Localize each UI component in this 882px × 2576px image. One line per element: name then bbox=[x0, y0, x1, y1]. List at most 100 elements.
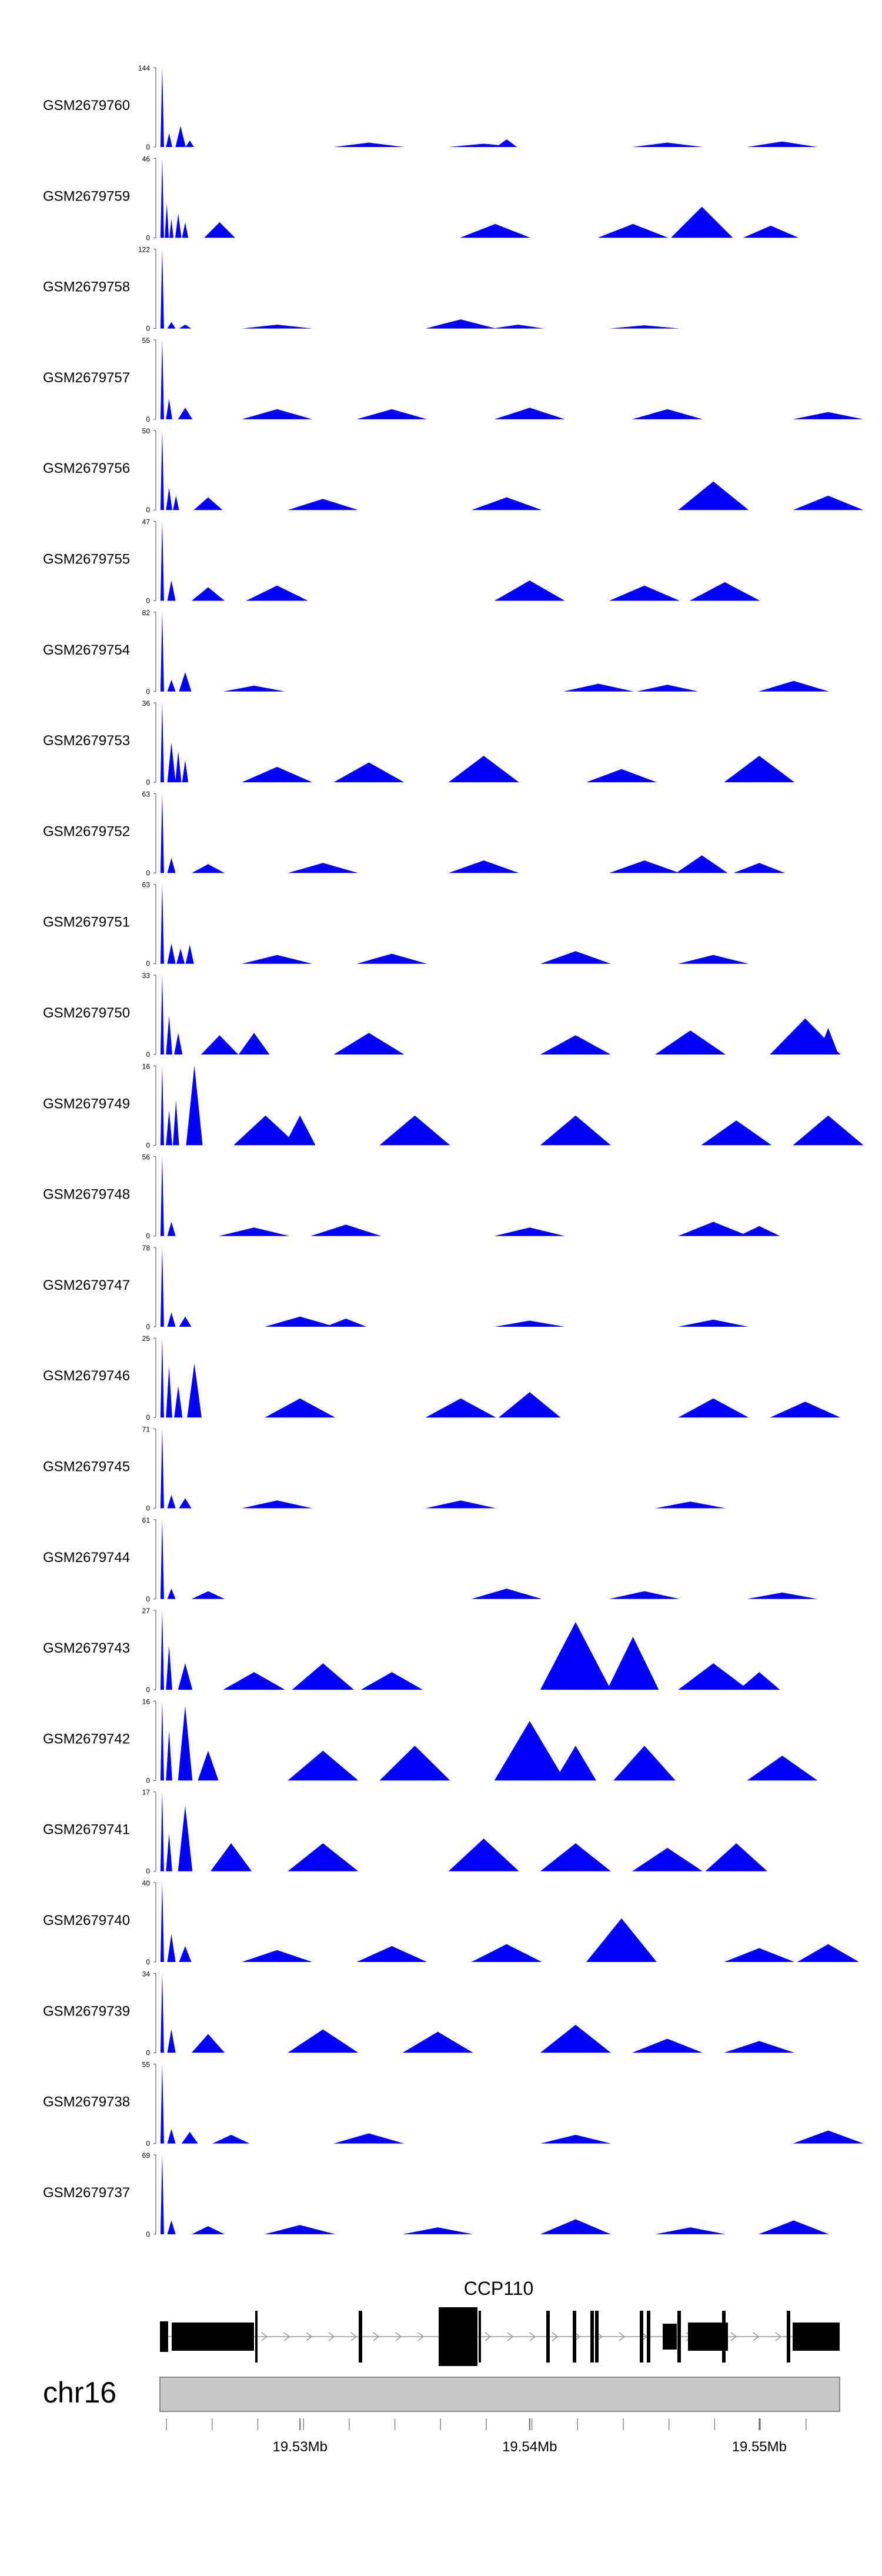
track-sample-label: GSM2679753 bbox=[43, 733, 130, 749]
track-ymin-label: 0 bbox=[146, 688, 150, 696]
coverage-track: GSM2679759 46 0 bbox=[43, 155, 840, 242]
coverage-area bbox=[160, 158, 840, 238]
coverage-track: GSM2679753 36 0 bbox=[43, 699, 840, 786]
strand-arrow bbox=[261, 2332, 268, 2341]
track-sample-label: GSM2679752 bbox=[43, 823, 130, 839]
coverage-track: GSM2679746 25 0 bbox=[43, 1334, 841, 1422]
track-sample-label: GSM2679760 bbox=[43, 98, 130, 114]
coverage-track: GSM2679750 33 0 bbox=[43, 972, 841, 1059]
coverage-area bbox=[160, 1156, 840, 1236]
track-sample-label: GSM2679740 bbox=[43, 1913, 130, 1928]
track-sample-label: GSM2679747 bbox=[43, 1277, 130, 1293]
strand-arrow bbox=[485, 2332, 492, 2341]
coverage-track: GSM2679751 63 0 bbox=[43, 881, 840, 968]
track-ymax-label: 34 bbox=[142, 1970, 151, 1978]
track-sample-label: GSM2679739 bbox=[43, 2003, 130, 2019]
track-ymax-label: 40 bbox=[142, 1879, 151, 1887]
strand-arrow bbox=[283, 2332, 290, 2341]
track-ymax-label: 63 bbox=[142, 790, 151, 798]
gene-name-label: CCP110 bbox=[464, 2278, 534, 2299]
track-sample-label: GSM2679746 bbox=[43, 1368, 130, 1384]
gene-exon bbox=[172, 2323, 254, 2351]
gene-exon bbox=[546, 2311, 550, 2363]
coverage-area bbox=[160, 1519, 840, 1599]
axis-tick-label: 19.55Mb bbox=[732, 2439, 787, 2455]
coverage-track: GSM2679748 56 0 bbox=[43, 1153, 840, 1240]
chromosome-band bbox=[159, 2377, 840, 2412]
track-ymax-label: 61 bbox=[142, 1516, 151, 1524]
track-ymax-label: 122 bbox=[138, 246, 150, 254]
strand-arrow bbox=[373, 2332, 380, 2341]
track-sample-label: GSM2679749 bbox=[43, 1096, 130, 1112]
coverage-area bbox=[160, 1247, 840, 1327]
track-sample-label: GSM2679754 bbox=[43, 642, 130, 658]
track-ymax-label: 25 bbox=[142, 1334, 151, 1343]
track-ymax-label: 55 bbox=[142, 336, 151, 345]
gene-exon bbox=[663, 2324, 677, 2350]
coverage-area bbox=[160, 1883, 860, 1962]
track-ymin-label: 0 bbox=[146, 1776, 150, 1784]
track-ymin-label: 0 bbox=[146, 1504, 150, 1513]
track-ymin-label: 0 bbox=[146, 1867, 150, 1876]
coverage-track: GSM2679740 40 0 bbox=[43, 1879, 860, 1966]
track-ymax-label: 46 bbox=[142, 155, 151, 163]
strand-arrow bbox=[730, 2332, 737, 2341]
track-ymax-label: 47 bbox=[142, 518, 151, 526]
coverage-area bbox=[160, 339, 864, 419]
track-ymax-label: 144 bbox=[138, 64, 150, 72]
track-ymin-label: 0 bbox=[146, 869, 150, 877]
track-ymin-label: 0 bbox=[146, 1413, 150, 1422]
gene-exon bbox=[787, 2311, 790, 2363]
track-sample-label: GSM2679737 bbox=[43, 2185, 130, 2201]
coverage-area bbox=[160, 793, 840, 873]
track-ymax-label: 27 bbox=[142, 1607, 151, 1615]
coverage-area bbox=[160, 703, 840, 783]
track-ymax-label: 71 bbox=[142, 1426, 151, 1434]
track-ymin-label: 0 bbox=[146, 1050, 150, 1059]
strand-arrow bbox=[328, 2332, 335, 2341]
track-ymin-label: 0 bbox=[146, 2140, 150, 2148]
track-sample-label: GSM2679751 bbox=[43, 915, 130, 930]
coverage-track: GSM2679760 144 0 bbox=[43, 64, 840, 151]
coverage-area bbox=[160, 1791, 840, 1871]
strand-arrow bbox=[753, 2332, 760, 2341]
strand-arrow bbox=[775, 2332, 782, 2341]
axis-tick-label: 19.53Mb bbox=[273, 2439, 328, 2455]
track-ymin-label: 0 bbox=[146, 415, 150, 423]
strand-arrow bbox=[619, 2332, 626, 2341]
track-ymax-label: 36 bbox=[142, 699, 151, 708]
track-sample-label: GSM2679743 bbox=[43, 1640, 130, 1656]
gene-exon bbox=[590, 2311, 594, 2363]
gene-exon bbox=[160, 2321, 168, 2352]
track-sample-label: GSM2679741 bbox=[43, 1822, 130, 1838]
track-ymax-label: 63 bbox=[142, 881, 151, 889]
coverage-track: GSM2679756 50 0 bbox=[43, 427, 864, 514]
gene-exon bbox=[793, 2323, 840, 2351]
track-ymin-label: 0 bbox=[146, 233, 150, 242]
track-sample-label: GSM2679759 bbox=[43, 188, 130, 204]
coverage-area bbox=[160, 431, 864, 510]
chromosome-label: chr16 bbox=[43, 2376, 116, 2409]
track-sample-label: GSM2679757 bbox=[43, 370, 130, 386]
axis-tick-label: 19.54Mb bbox=[502, 2439, 557, 2455]
track-ymin-label: 0 bbox=[146, 960, 150, 968]
coverage-track: GSM2679745 71 0 bbox=[43, 1426, 840, 1513]
track-ymin-label: 0 bbox=[146, 325, 150, 333]
track-ymin-label: 0 bbox=[146, 1958, 150, 1966]
coverage-area bbox=[160, 1429, 840, 1509]
strand-arrow bbox=[395, 2332, 402, 2341]
track-sample-label: GSM2679758 bbox=[43, 279, 130, 295]
strand-arrow bbox=[350, 2332, 358, 2341]
track-ymax-label: 69 bbox=[142, 2151, 151, 2160]
strand-arrow bbox=[306, 2332, 313, 2341]
genomic-axis-ticks: 19.53Mb 19.54Mb 19.55Mb bbox=[166, 2418, 807, 2455]
coverage-track: GSM2679749 16 0 bbox=[43, 1062, 864, 1149]
track-sample-label: GSM2679756 bbox=[43, 461, 130, 476]
coverage-area bbox=[160, 2064, 864, 2144]
coverage-area bbox=[160, 2154, 840, 2234]
track-sample-label: GSM2679738 bbox=[43, 2094, 130, 2110]
coverage-track: GSM2679744 61 0 bbox=[43, 1516, 840, 1603]
gene-exon bbox=[573, 2311, 576, 2363]
coverage-track: GSM2679754 82 0 bbox=[43, 609, 840, 696]
